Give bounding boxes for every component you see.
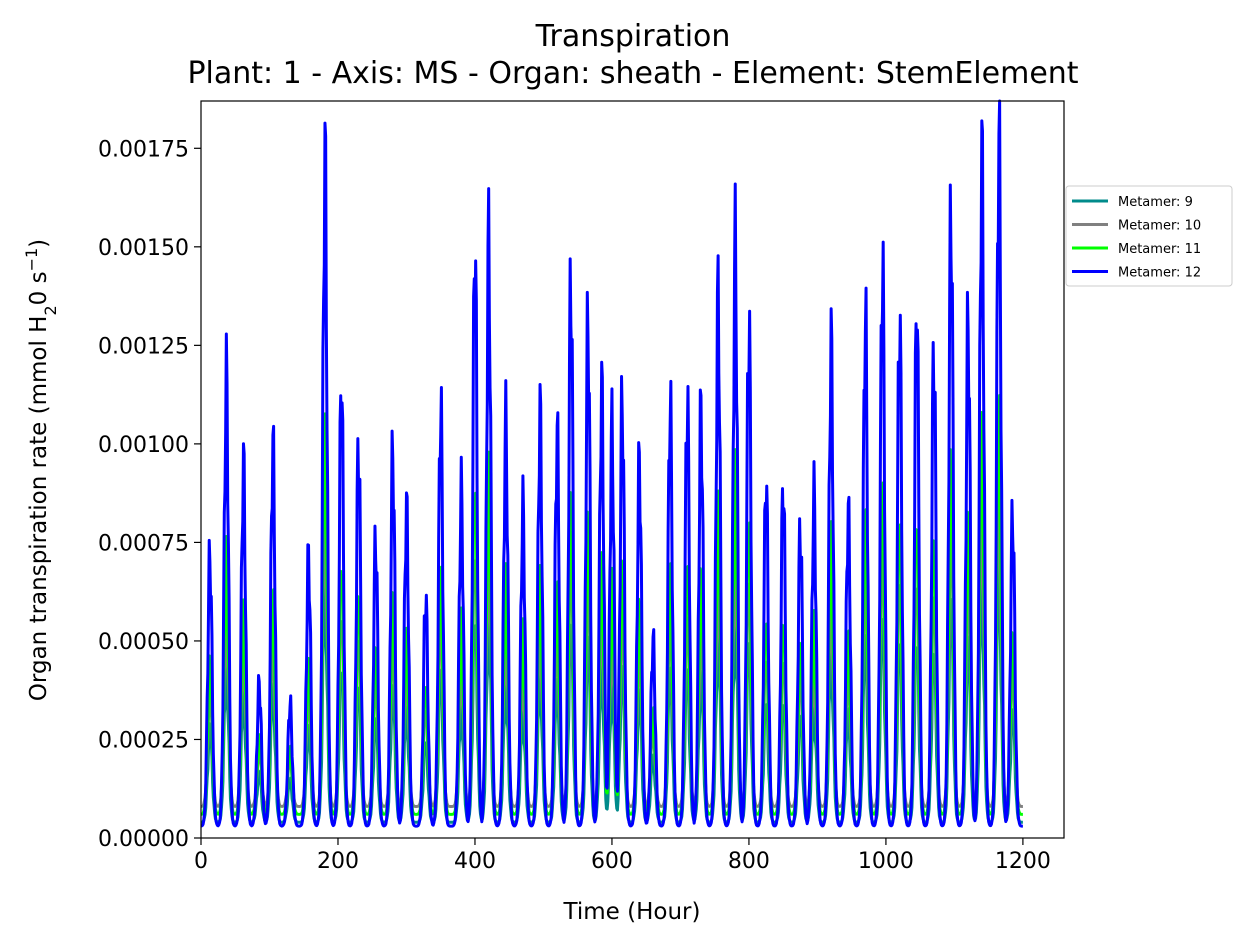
y-axis: 0.00000 0.00025 0.00050 0.00075 0.00100 0.001… [98,137,201,852]
series-line-4 [200,99,1024,828]
x-tick-label: 200 [317,849,359,874]
y-tick-label: 0.00050 [98,630,189,655]
x-tick-label: 1200 [995,849,1051,874]
x-axis: 0 200 400 600 800 1000 1200 [194,838,1051,874]
series-layer [200,99,1024,828]
x-axis-label: Time (Hour) [563,899,701,925]
legend-box [1065,185,1233,287]
chart-subtitle: Plant: 1 - Axis: MS - Organ: sheath - El… [187,56,1078,91]
legend-label: Metamer: 9 [1118,195,1193,210]
x-tick-label: 1000 [858,849,914,874]
chart-title: Transpiration [535,19,731,54]
y-tick-label: 0.00100 [98,433,189,458]
y-tick-label: 0.00125 [98,334,189,359]
x-tick-label: 800 [728,849,770,874]
x-tick-label: 400 [454,849,496,874]
y-axis-label-main: Organ transpiration rate (mmol H [26,316,52,702]
legend: Metamer: 9 Metamer: 10 Metamer: 11 Metamer:… [1065,185,1233,287]
x-tick-label: 0 [194,849,208,874]
y-tick-label: 0.00075 [98,531,189,556]
y-tick-label: 0.00000 [98,827,189,852]
y-tick-label: 0.00150 [98,236,189,261]
legend-label: Metamer: 10 [1118,219,1201,234]
plot-frame [200,100,1065,839]
y-axis-label: Organ transpiration rate (mmol H20 s−1) [22,239,60,701]
y-tick-label: 0.00175 [98,137,189,162]
legend-label: Metamer: 12 [1118,266,1201,281]
y-axis-label-sup: −1 [22,248,41,272]
legend-label: Metamer: 11 [1118,242,1201,257]
y-axis-label-sub: 2 [41,305,60,315]
x-tick-label: 600 [591,849,633,874]
y-axis-label-end: ) [26,239,52,248]
y-tick-label: 0.00025 [98,728,189,753]
y-axis-label-mid: 0 s [26,271,52,305]
